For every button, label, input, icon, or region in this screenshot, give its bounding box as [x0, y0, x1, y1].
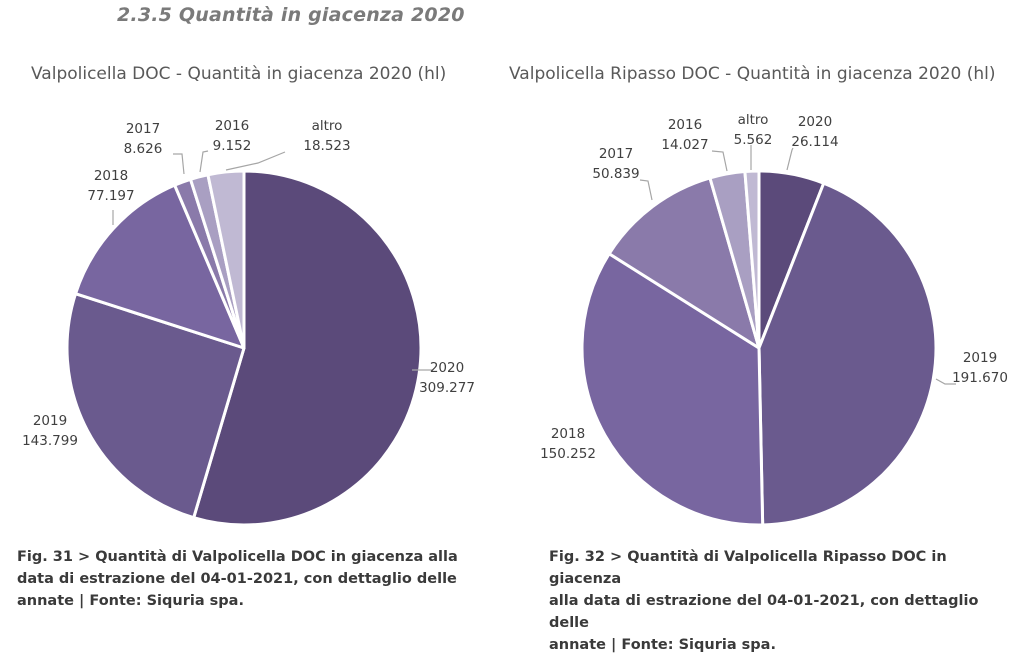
- leader-line-altro: [225, 151, 286, 171]
- leader-line-2016: [199, 150, 209, 173]
- pie-slice-altro: [206, 169, 246, 350]
- pie-slice-2019: [65, 292, 246, 520]
- slice-value-altro: 18.523: [303, 138, 350, 154]
- leader-line-2016: [711, 150, 728, 172]
- section-title: 2.3.5 Quantità in giacenza 2020: [117, 4, 465, 26]
- chart-title-ripasso: Valpolicella Ripasso DOC - Quantità in g…: [509, 64, 996, 84]
- leader-line-2019: [935, 378, 956, 385]
- pie-slice-2018: [74, 183, 246, 350]
- caption-line: data di estrazione del 04-01-2021, con d…: [17, 571, 457, 587]
- slice-value-2020: 26.114: [791, 134, 838, 150]
- slice-label-altro: altro: [312, 118, 343, 134]
- pie-chart-valpolicella: 2020 309.277 2019 143.799 2018 77.197 2017 8.62…: [22, 118, 475, 527]
- slice-value-2019: 143.799: [22, 433, 78, 449]
- leader-line-2020: [786, 147, 794, 171]
- caption-line: Fig. 32 > Quantità di Valpolicella Ripas…: [549, 549, 947, 587]
- slice-label-2020: 2020: [430, 360, 464, 376]
- figure-caption-32: Fig. 32 > Quantità di Valpolicella Ripas…: [549, 546, 1019, 656]
- slice-value-2017: 50.839: [592, 166, 639, 182]
- caption-line: alla data di estrazione del 04-01-2021, …: [549, 593, 979, 631]
- slice-label-2016: 2016: [215, 118, 249, 134]
- pie-slice-2020: [192, 169, 423, 527]
- slice-label-2020: 2020: [798, 114, 832, 130]
- leader-line-2017: [173, 153, 185, 175]
- slice-label-2019: 2019: [963, 350, 997, 366]
- slice-label-2019: 2019: [33, 413, 67, 429]
- slice-value-2016: 14.027: [661, 137, 708, 153]
- slice-value-2016: 9.152: [213, 138, 252, 154]
- slice-value-2019: 191.670: [952, 370, 1008, 386]
- slice-label-2016: 2016: [668, 117, 702, 133]
- leader-line-2017: [639, 179, 653, 201]
- pie-slice-altro: [743, 169, 761, 350]
- slice-value-2018: 150.252: [540, 446, 596, 462]
- pie-chart-ripasso: 2020 26.114 2019 191.670 2018 150.252 2017 50.8…: [540, 112, 1008, 527]
- chart-title-valpolicella: Valpolicella DOC - Quantità in giacenza …: [31, 64, 447, 84]
- slice-label-altro: altro: [738, 112, 769, 128]
- figure-caption-31: Fig. 31 > Quantità di Valpolicella DOC i…: [17, 546, 497, 612]
- slice-value-2020: 309.277: [419, 380, 475, 396]
- pie-slice-2018: [580, 252, 765, 527]
- pie-slice-2019: [757, 181, 938, 527]
- caption-line: annate | Fonte: Siquria spa.: [549, 637, 776, 653]
- slice-label-2017: 2017: [599, 146, 633, 162]
- slice-value-2018: 77.197: [87, 188, 134, 204]
- slice-label-2018: 2018: [551, 426, 585, 442]
- slice-label-2017: 2017: [126, 121, 160, 137]
- slice-label-2018: 2018: [94, 168, 128, 184]
- caption-line: annate | Fonte: Siquria spa.: [17, 593, 244, 609]
- caption-line: Fig. 31 > Quantità di Valpolicella DOC i…: [17, 549, 458, 565]
- slice-value-altro: 5.562: [734, 132, 773, 148]
- slice-value-2017: 8.626: [124, 141, 163, 157]
